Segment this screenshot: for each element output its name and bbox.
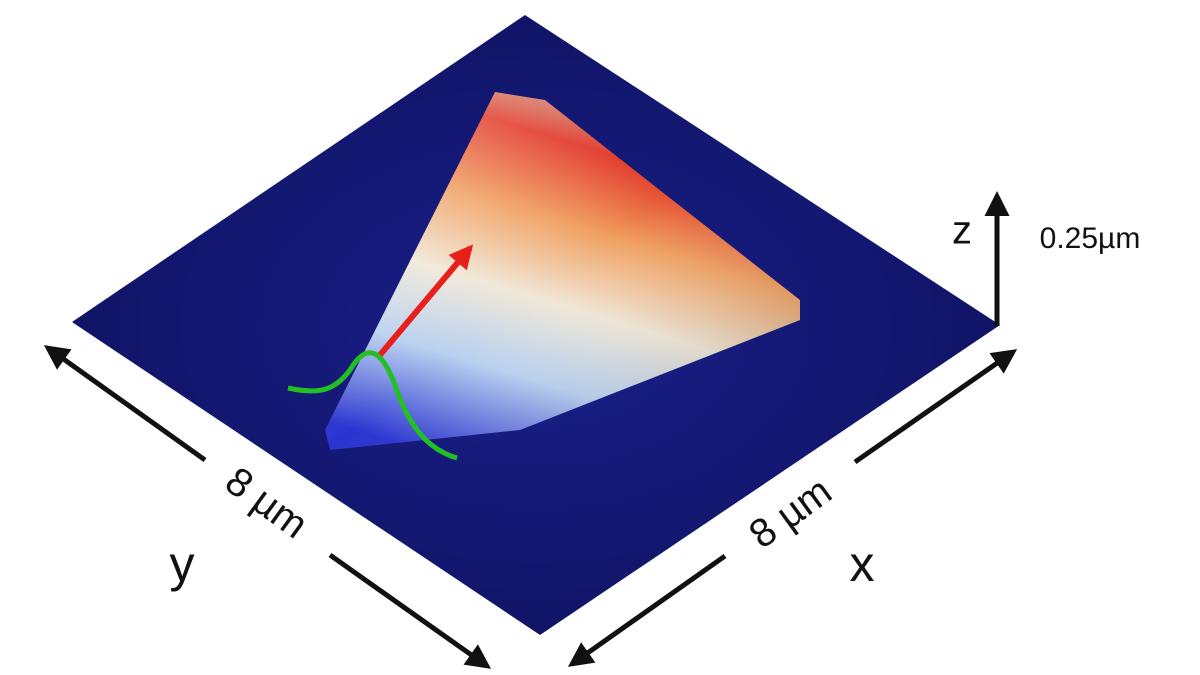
y-arrow — [43, 345, 207, 463]
x-arrow — [567, 553, 727, 667]
y-arrow — [328, 552, 492, 669]
x-arrow — [853, 349, 1018, 465]
crystal-shading — [325, 92, 800, 450]
red-arrow — [377, 244, 474, 357]
green-profile — [287, 350, 458, 461]
y-label: y — [170, 536, 195, 592]
z-label: z — [952, 209, 972, 253]
x-label: x — [850, 536, 875, 592]
z-scale: 0.25µm — [1040, 222, 1141, 255]
